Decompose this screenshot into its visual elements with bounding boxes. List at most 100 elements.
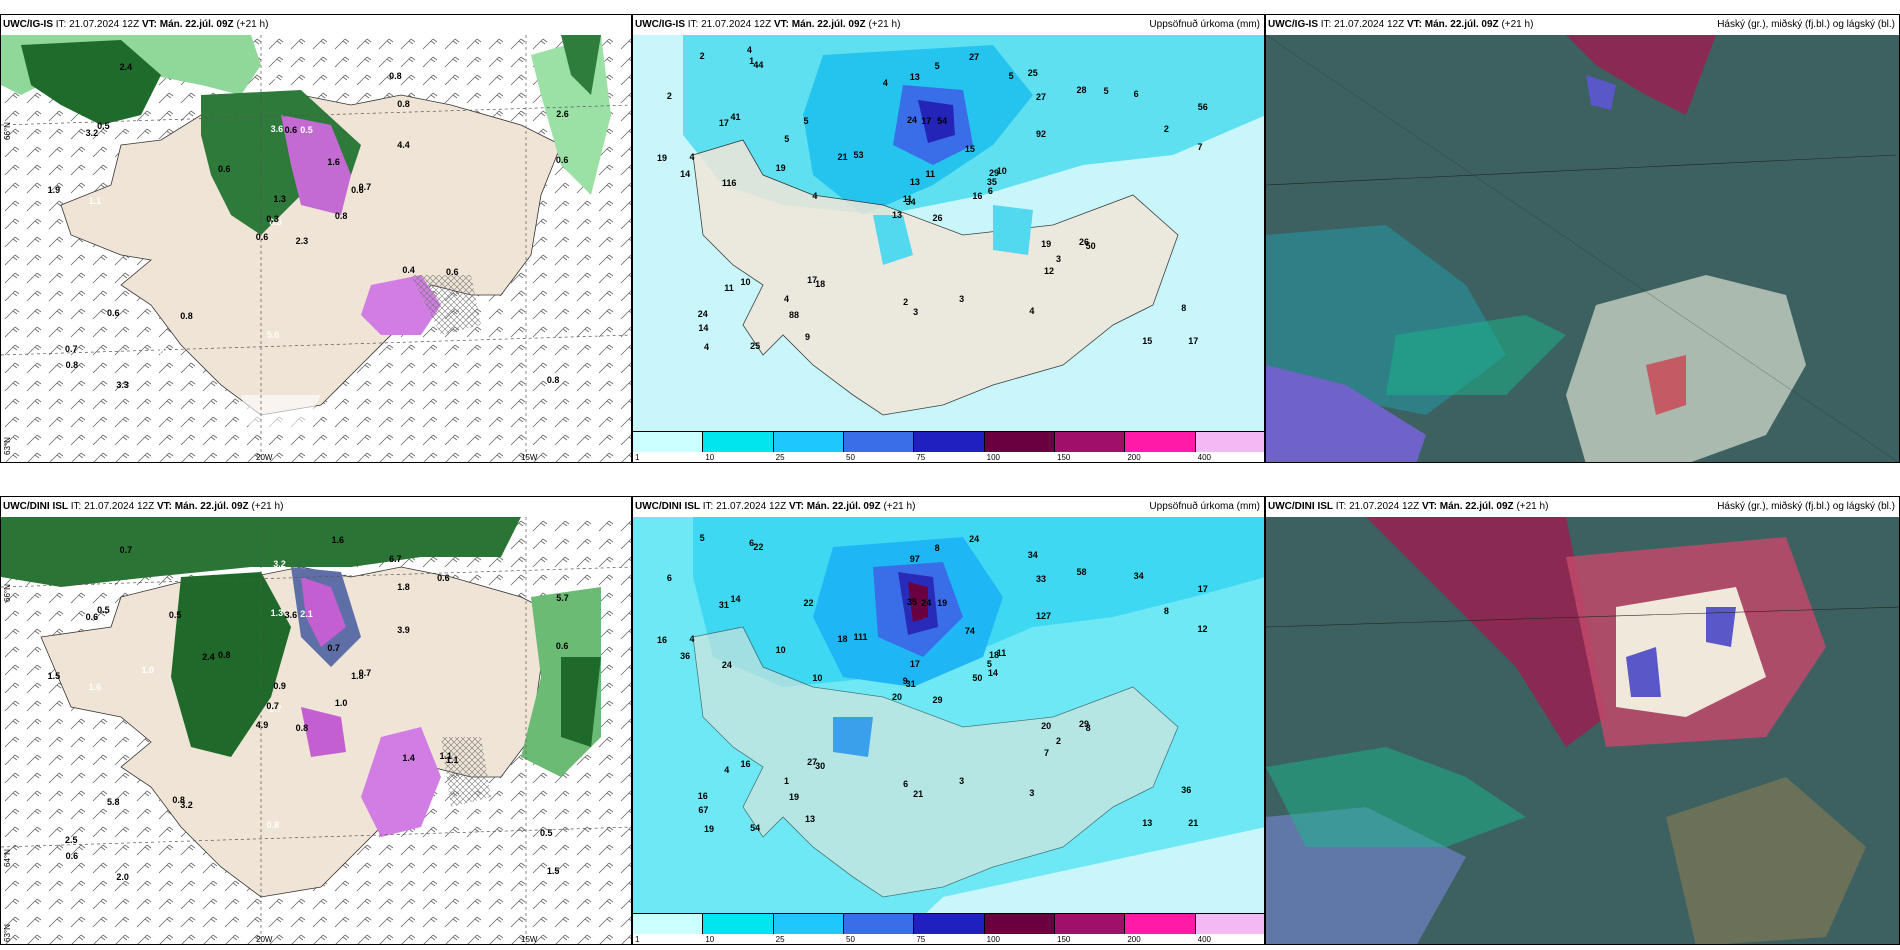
lat-label-66: 66°N xyxy=(3,122,12,140)
value-label: 24 xyxy=(721,660,732,671)
map-title: Uppsöfnuð úrkoma (mm) xyxy=(1149,19,1260,30)
value-label: 6.7 xyxy=(389,553,402,564)
value-label: 0.7 xyxy=(119,544,133,555)
value-label: 1.1 xyxy=(88,196,102,207)
value-label: 0.8 xyxy=(266,820,280,831)
value-label: 14 xyxy=(680,168,691,179)
panel-top-mid: UWC/IG-IS IT: 21.07.2024 12Z VT: Mán. 22… xyxy=(632,14,1265,463)
value-label: 0.6 xyxy=(217,164,231,175)
value-label: 4 xyxy=(1029,305,1035,316)
value-label: 0.7 xyxy=(64,343,78,354)
it-label: IT: xyxy=(55,19,67,30)
value-label: 4 xyxy=(724,764,730,775)
value-label: 4 xyxy=(784,294,790,305)
colorbar-tick-label: 50 xyxy=(846,935,855,944)
value-label: 14 xyxy=(730,594,741,605)
value-label: 29 xyxy=(932,695,943,706)
value-label: 15 xyxy=(964,144,975,155)
panel-header: UWC/DINI ISL IT: 21.07.2024 12Z VT: Mán.… xyxy=(1266,497,1899,517)
value-label: 74 xyxy=(964,626,975,637)
value-label: 111 xyxy=(853,632,868,643)
colorbar-tick-label: 150 xyxy=(1057,935,1071,944)
map-title: Háský (gr.), miðský (fj.bl.) og lágský (… xyxy=(1717,19,1895,30)
value-label: 19 xyxy=(775,163,786,174)
value-label: 0.7 xyxy=(327,642,340,653)
value-label: 1 xyxy=(749,56,755,67)
value-label: 9 xyxy=(805,331,811,342)
colorbar-segment xyxy=(914,914,985,934)
value-label: 14 xyxy=(987,667,998,678)
value-label: 0.8 xyxy=(334,210,348,221)
value-label: 20 xyxy=(891,692,902,703)
value-label: 13 xyxy=(909,72,920,83)
precip-map xyxy=(633,517,1264,916)
wind-precip-map xyxy=(1,35,631,462)
value-label: 1.6 xyxy=(331,535,345,546)
value-label: 31 xyxy=(718,600,729,611)
value-label: 26 xyxy=(932,213,943,224)
value-label: 7 xyxy=(1197,142,1203,153)
vt-label: VT: xyxy=(773,19,789,30)
value-label: 10 xyxy=(775,645,786,656)
it-label: IT: xyxy=(1335,501,1347,512)
value-label: 5 xyxy=(699,533,705,544)
colorbar-tick-label: 25 xyxy=(775,935,785,944)
value-label: 2.8 xyxy=(273,75,286,86)
value-label: 11 xyxy=(724,282,734,293)
panel-top-right: UWC/IG-IS IT: 21.07.2024 12Z VT: Mán. 22… xyxy=(1265,14,1900,463)
value-label: 5.0 xyxy=(266,330,280,341)
value-label: 41 xyxy=(730,112,741,123)
colorbar-tick-label: 1 xyxy=(635,935,640,944)
vt-label: VT: xyxy=(156,501,172,512)
vt-label: VT: xyxy=(1406,19,1422,30)
value-label: 1.1 xyxy=(445,755,459,766)
value-label: 1.0 xyxy=(334,697,348,708)
value-label: 116 xyxy=(721,178,737,189)
lead-time: (+21 h) xyxy=(236,19,269,30)
value-label: 3.2 xyxy=(85,127,99,138)
value-label: 8 xyxy=(1085,722,1091,733)
value-label: 3 xyxy=(959,776,965,787)
value-label: 0.6 xyxy=(85,612,99,623)
it-label: IT: xyxy=(1320,19,1332,30)
colorbar-segment xyxy=(984,914,1055,934)
model-name: UWC/DINI ISL xyxy=(635,501,700,512)
value-label: 1.5 xyxy=(546,866,560,877)
colorbar-segment xyxy=(703,914,774,934)
value-label: 3 xyxy=(913,306,919,317)
value-label: 4 xyxy=(689,633,695,644)
value-label: 7 xyxy=(1043,748,1049,759)
value-label: 0.8 xyxy=(65,359,79,370)
colorbar-segment xyxy=(773,914,844,934)
model-name: UWC/DINI ISL xyxy=(3,501,68,512)
value-label: 17 xyxy=(1188,335,1199,346)
value-label: 4 xyxy=(703,342,709,353)
colorbar-segment xyxy=(1055,914,1126,934)
value-label: 1.3 xyxy=(154,836,168,847)
value-label: 1.3 xyxy=(270,608,284,619)
value-label: 13 xyxy=(805,813,816,824)
value-label: 5 xyxy=(1103,85,1109,96)
model-name: UWC/IG-IS xyxy=(635,19,685,30)
it-value: 21.07.2024 12Z xyxy=(716,501,787,512)
value-label: 15 xyxy=(1142,335,1153,346)
value-label: 11 xyxy=(925,169,935,180)
value-label: 0.8 xyxy=(295,723,309,734)
vt-value: Mán. 22.júl. 09Z xyxy=(159,19,234,30)
value-label: 18 xyxy=(988,650,999,661)
value-label: 58 xyxy=(1076,566,1087,577)
colorbar-segment xyxy=(1125,914,1196,934)
colorbar-tick-label: 10 xyxy=(705,935,715,944)
value-label: 29 xyxy=(988,168,999,179)
value-label: 33 xyxy=(1036,574,1047,585)
value-label: 67 xyxy=(698,804,709,815)
value-label: 0.8 xyxy=(180,310,193,321)
vt-label: VT: xyxy=(1421,501,1437,512)
vt-value: Mán. 22.júl. 09Z xyxy=(1424,19,1499,30)
value-label: 2 xyxy=(903,296,909,307)
it-value: 21.07.2024 12Z xyxy=(84,501,155,512)
value-label: 25 xyxy=(1027,67,1038,78)
value-label: 0.6 xyxy=(351,184,364,195)
value-label: 25 xyxy=(750,340,761,351)
colorbar-segment xyxy=(703,432,774,452)
